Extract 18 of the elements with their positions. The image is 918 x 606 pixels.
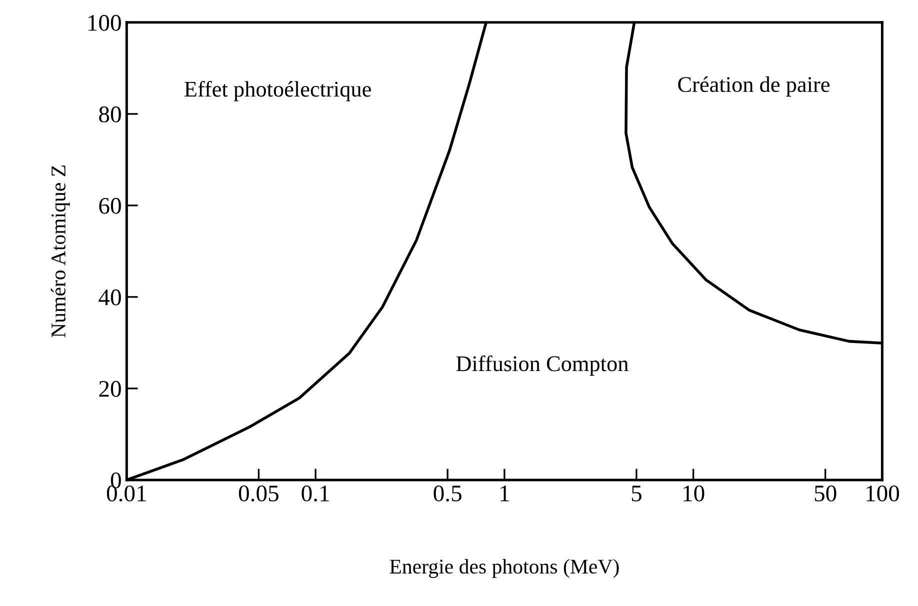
x-tick-label: 10 (684, 485, 704, 502)
y-tick-label: 80 (99, 106, 121, 122)
y-tick-label: 20 (99, 380, 121, 397)
annotation: Diffusion Compton (456, 355, 628, 376)
y-tick-label: 60 (99, 198, 121, 214)
annotation: Création de paire (678, 76, 830, 97)
y-tick-label: 100 (88, 14, 121, 31)
x-tick-label: 100 (866, 485, 900, 502)
y-tick-label: 40 (98, 289, 121, 306)
x-tick-label: 1 (500, 486, 509, 502)
x-axis-title: Energie des photons (MeV) (390, 559, 619, 578)
x-tick-label: 50 (814, 485, 836, 502)
x-tick-label: 5 (632, 486, 642, 502)
y-axis-title: Numéro Atomique Z (50, 166, 70, 338)
x-tick-label: 0.5 (434, 485, 462, 502)
annotation: Effet photoélectrique (184, 80, 371, 102)
x-tick-label: 0.05 (238, 485, 278, 502)
x-tick-label: 0.1 (302, 485, 329, 502)
